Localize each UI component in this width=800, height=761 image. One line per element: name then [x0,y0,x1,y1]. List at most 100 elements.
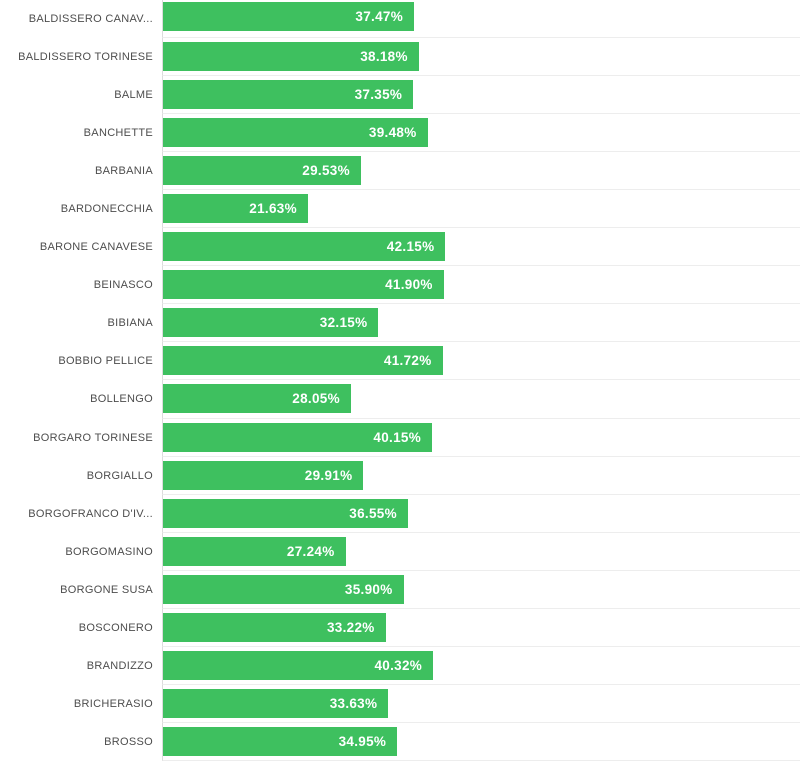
bar[interactable]: 35.90% [163,574,404,604]
plot-cell: 37.35% [162,76,800,115]
plot-cell: 42.15% [162,228,800,267]
plot-cell: 34.95% [162,722,800,761]
category-label: BALDISSERO CANAV... [28,13,153,26]
plot-cell: 28.05% [162,380,800,419]
plot-cell: 36.55% [162,494,800,533]
bar[interactable]: 40.32% [163,650,434,680]
bar[interactable]: 33.63% [163,688,389,718]
bar-value-label: 37.47% [355,9,403,24]
bar-value-label: 42.15% [386,239,435,255]
bar[interactable]: 28.05% [163,384,351,414]
category-label: BARDONECCHIA [60,203,153,216]
plot-cell: 41.90% [162,266,800,305]
bar-value-label: 21.63% [249,201,297,217]
bar-value-label: 37.35% [354,87,403,103]
chart-row: BROSSO 34.95% [0,722,800,761]
bar[interactable]: 21.63% [163,194,308,224]
plot-cell: 40.15% [162,418,800,457]
category-label: BORGOMASINO [65,545,153,558]
category-label: BALME [114,89,153,102]
bar[interactable]: 39.48% [163,118,428,148]
plot-cell: 39.48% [162,114,800,153]
category-label: BORGARO TORINESE [33,431,153,444]
category-label: BIBIANA [107,317,153,330]
category-label: BOSCONERO [78,621,153,634]
plot-cell: 29.91% [162,456,800,495]
bar-value-label: 34.95% [338,733,387,749]
plot-cell: 35.90% [162,570,800,609]
plot-cell: 33.22% [162,608,800,647]
bar-value-label: 29.91% [304,467,353,483]
category-label: BEINASCO [93,279,153,292]
category-label: BRICHERASIO [73,697,153,710]
category-label: BANCHETTE [83,127,153,140]
chart-row: BORGARO TORINESE 40.15% [0,418,800,457]
bar[interactable]: 41.72% [163,346,443,376]
chart-row: BALDISSERO CANAV... 37.47% [0,0,800,39]
bar[interactable]: 34.95% [163,726,398,756]
chart-row: BALME 37.35% [0,76,800,115]
chart-row: BORGOFRANCO D'IV... 36.55% [0,494,800,533]
bar[interactable]: 33.22% [163,612,386,642]
chart-row: BALDISSERO TORINESE 38.18% [0,38,800,77]
bar-value-label: 39.48% [368,125,417,141]
chart-row: BORGOMASINO 27.24% [0,532,800,571]
plot-cell: 37.47% [162,0,800,39]
category-label: BROSSO [104,735,153,748]
bar-value-label: 41.72% [383,353,432,369]
bar-value-label: 33.63% [329,695,378,711]
category-label: BORGOFRANCO D'IV... [28,507,153,520]
bar-value-label: 36.55% [349,505,397,521]
bar[interactable]: 29.91% [163,460,364,490]
bar-value-label: 41.90% [385,277,433,293]
chart-row: BOLLENGO 28.05% [0,380,800,419]
bar[interactable]: 38.18% [163,42,419,72]
category-label: BORGONE SUSA [60,583,153,596]
bar[interactable]: 37.35% [163,80,414,110]
category-label: BOBBIO PELLICE [58,355,153,368]
category-label: BALDISSERO TORINESE [18,51,153,64]
category-label: BRANDIZZO [86,659,153,672]
plot-cell: 21.63% [162,190,800,229]
bar[interactable]: 42.15% [163,232,446,262]
chart-row: BANCHETTE 39.48% [0,114,800,153]
bar[interactable]: 37.47% [163,2,414,31]
category-label: BARBANIA [94,165,153,178]
bar-value-label: 32.15% [319,315,368,331]
chart-row: BARBANIA 29.53% [0,152,800,191]
chart-row: BRANDIZZO 40.32% [0,646,800,685]
bar-value-label: 38.18% [360,49,408,65]
bar[interactable]: 41.90% [163,270,444,300]
plot-cell: 38.18% [162,38,800,77]
bar-value-label: 40.15% [373,429,421,445]
chart-row: BIBIANA 32.15% [0,304,800,343]
bar[interactable]: 29.53% [163,156,361,186]
bar-value-label: 33.22% [327,619,375,635]
chart-row: BOSCONERO 33.22% [0,608,800,647]
plot-cell: 33.63% [162,684,800,723]
plot-cell: 40.32% [162,646,800,685]
bar[interactable]: 40.15% [163,422,432,452]
bar-value-label: 40.32% [374,657,423,673]
bar[interactable]: 36.55% [163,498,408,528]
category-label: BOLLENGO [90,393,153,406]
chart-row: BORGIALLO 29.91% [0,456,800,495]
chart-row: BARONE CANAVESE 42.15% [0,228,800,267]
plot-cell: 27.24% [162,532,800,571]
bar-value-label: 28.05% [292,391,340,407]
chart-row: BRICHERASIO 33.63% [0,684,800,723]
bar[interactable]: 32.15% [163,308,379,338]
chart-row: BORGONE SUSA 35.90% [0,570,800,609]
bar[interactable]: 27.24% [163,536,346,566]
bar-value-label: 35.90% [344,581,393,597]
plot-cell: 41.72% [162,342,800,381]
chart-row: BARDONECCHIA 21.63% [0,190,800,229]
category-label: BORGIALLO [86,469,153,482]
plot-cell: 29.53% [162,152,800,191]
category-label: BARONE CANAVESE [39,241,153,254]
plot-cell: 32.15% [162,304,800,343]
chart-row: BEINASCO 41.90% [0,266,800,305]
bar-value-label: 29.53% [302,163,350,179]
bar-value-label: 27.24% [286,543,335,559]
